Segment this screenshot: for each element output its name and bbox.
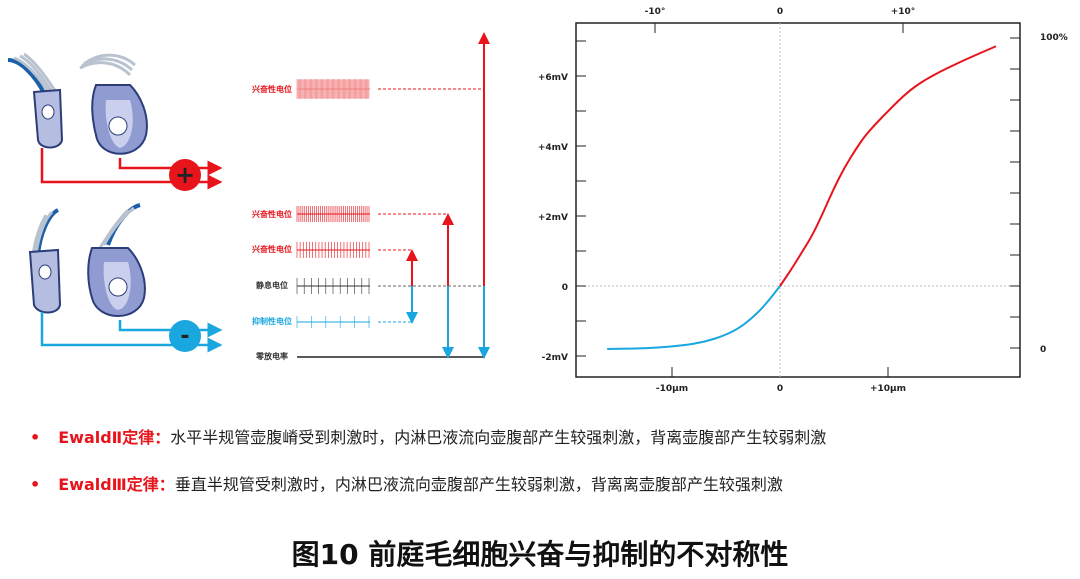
y-tick-label: +4mV: [538, 143, 568, 153]
law-ewald-2: • EwaldⅡ定律：水平半规管壶腹嵴受到刺激时，内淋巴液流向壶腹部产生较强刺激，…: [30, 424, 826, 448]
x-tick-label: 0: [777, 384, 783, 394]
bullet: •: [30, 428, 41, 447]
label-resting: 静息电位: [256, 280, 288, 290]
top-tick-label: -10°: [645, 7, 666, 17]
dashed-connectors: [378, 88, 484, 323]
label-excitatory-strong: 兴奋性电位: [252, 84, 292, 94]
plus-sign-icon: [169, 159, 201, 191]
label-excitatory-medium: 兴奋性电位: [252, 209, 292, 219]
minus-sign: -: [180, 324, 189, 349]
figure: + - 兴奋性电位 兴奋性电位 兴奋性电位 静息电位 抑制性电位 零放电率: [7, 7, 1068, 394]
amplitude-arrows: [406, 32, 490, 359]
figure-caption: 图10 前庭毛细胞兴奋与抑制的不对称性: [291, 538, 789, 571]
right-tick-label: 100%: [1040, 33, 1068, 43]
hair-cells-inhibition: [28, 203, 146, 317]
law-ewald-3: • EwaldⅢ定律：垂直半规管受刺激时，内淋巴液流向壶腹部产生较弱刺激，背离离壶…: [30, 471, 783, 495]
y-tick-label: +2mV: [538, 213, 568, 223]
law-description: 水平半规管壶腹嵴受到刺激时，内淋巴液流向壶腹部产生较强刺激，背离壶腹部产生较弱刺…: [170, 428, 827, 447]
response-curve-chart: -10μm 0 +10μm -10° 0 +10° +6mV +4mV +2mV 0 -2mV 100…: [538, 7, 1068, 394]
label-zero-firing: 零放电率: [255, 351, 288, 361]
hair-cells-excitation: [7, 52, 148, 155]
y-tick-label: 0: [562, 283, 568, 293]
x-tick-label: +10μm: [870, 384, 906, 394]
label-excitatory-weak: 兴奋性电位: [252, 244, 292, 254]
label-inhibitory: 抑制性电位: [252, 316, 292, 326]
top-tick-label: 0: [777, 7, 783, 17]
plus-sign: +: [175, 161, 195, 189]
right-tick-label: 0: [1040, 345, 1046, 355]
excitation-curve: [779, 45, 997, 287]
law-name: EwaldⅢ定律：: [58, 475, 175, 494]
spike-trains: [296, 79, 370, 328]
law-name: EwaldⅡ定律：: [58, 428, 171, 447]
chart-frame: [575, 22, 1021, 378]
y-tick-label: -2mV: [542, 353, 568, 363]
x-tick-label: -10μm: [656, 384, 688, 394]
y-tick-label: +6mV: [538, 73, 568, 83]
minus-sign-icon: [169, 320, 201, 352]
law-description: 垂直半规管受刺激时，内淋巴液流向壶腹部产生较弱刺激，背离离壶腹部产生较强刺激: [174, 475, 783, 494]
bullet: •: [30, 475, 41, 494]
inhibition-curve: [607, 285, 781, 350]
top-tick-label: +10°: [891, 7, 916, 17]
